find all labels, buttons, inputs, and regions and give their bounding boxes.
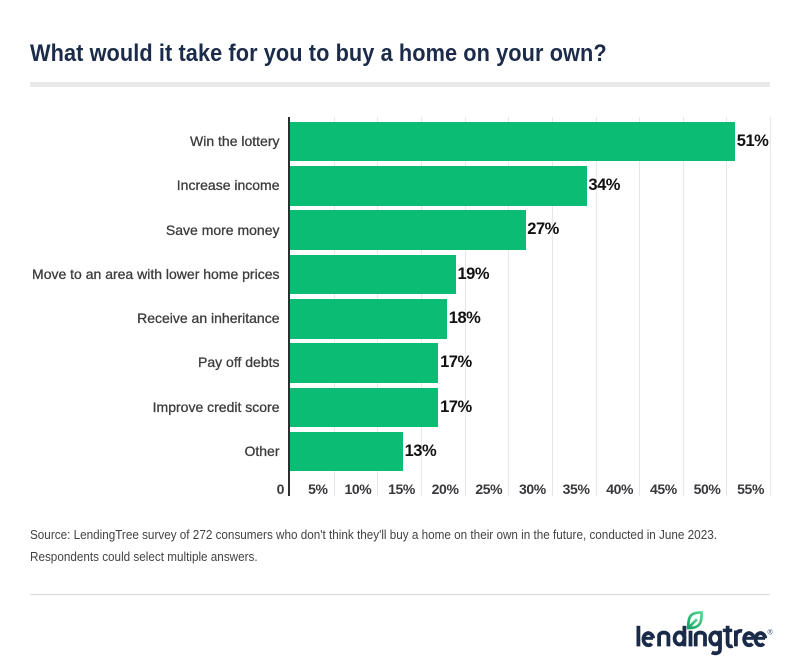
svg-text:®: ® [768,628,774,636]
